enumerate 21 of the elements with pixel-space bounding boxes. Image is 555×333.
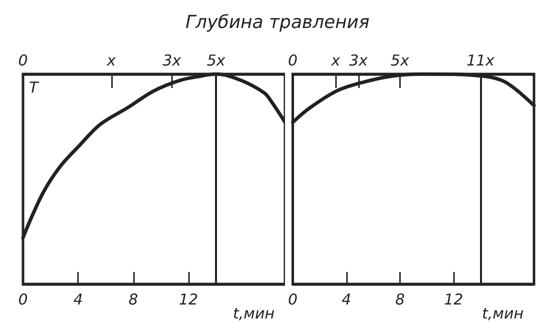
x-tick-label: 4 (342, 290, 352, 308)
x-tick-label: 4 (73, 290, 83, 308)
y-axis-title: T (29, 78, 40, 96)
x-axis-title: t,мин (482, 304, 524, 322)
text: 0 (18, 52, 28, 70)
x-tick-label: 8 (395, 290, 405, 308)
text: 5x (206, 52, 226, 70)
text: 3x (162, 52, 182, 70)
text: 3x (349, 52, 368, 70)
text: 0 (288, 52, 298, 70)
text: 11x (466, 52, 495, 70)
x2-axis-title: Глубина травления (184, 12, 370, 33)
x-tick-label: 12 (444, 290, 464, 308)
x-tick-label: 0 (18, 290, 28, 308)
x-tick-label: 12 (178, 290, 198, 308)
x-tick-label: 0 (288, 290, 298, 308)
x-tick-label: 8 (128, 290, 138, 308)
text: x (106, 52, 116, 70)
x-axis-title: t,мин (233, 304, 275, 322)
text: x (330, 52, 340, 70)
text: 5x (390, 52, 410, 70)
